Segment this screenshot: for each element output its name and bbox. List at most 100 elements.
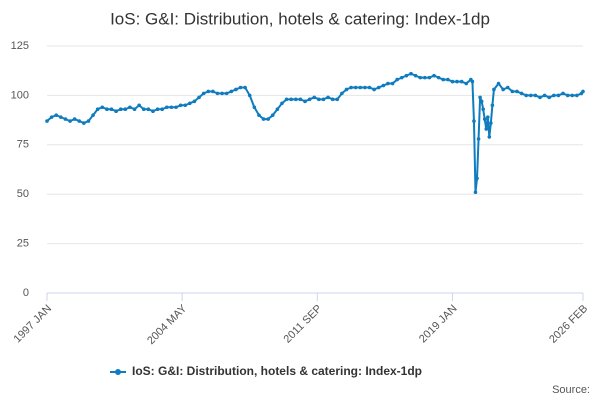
point — [86, 119, 91, 123]
point — [141, 107, 146, 112]
chart-title: IoS: G&I: Distribution, hotels & caterin… — [110, 9, 490, 28]
point — [552, 93, 556, 98]
point — [464, 81, 469, 86]
point — [151, 109, 155, 114]
point — [146, 107, 151, 112]
x-tick-label: 2019 JAN — [417, 303, 460, 346]
x-tick-label: 2026 FEB — [547, 303, 590, 346]
point — [358, 85, 363, 90]
point — [482, 117, 487, 121]
line — [46, 72, 584, 193]
point — [270, 113, 275, 117]
x-tick-label: 2011 SEP — [282, 303, 325, 346]
point — [492, 87, 496, 92]
point — [427, 75, 432, 80]
y-tick-label: 75 — [17, 139, 29, 151]
point — [538, 95, 542, 100]
point — [321, 97, 326, 102]
point — [418, 75, 423, 80]
point — [100, 105, 105, 110]
point — [459, 79, 464, 84]
y-tick-label: 50 — [17, 188, 29, 200]
legend-label: IoS: G&I: Distribution, hotels & caterin… — [132, 364, 422, 378]
point — [220, 91, 224, 96]
point — [432, 73, 436, 78]
point — [353, 85, 358, 90]
point — [298, 97, 303, 102]
point — [243, 85, 247, 90]
point — [132, 107, 137, 112]
point — [510, 89, 515, 94]
point — [178, 103, 183, 108]
point — [528, 93, 533, 98]
point — [481, 107, 485, 112]
point — [395, 77, 399, 82]
point — [280, 101, 284, 106]
point — [450, 79, 455, 84]
point — [340, 91, 344, 96]
source: Source: — [552, 384, 590, 396]
point — [473, 190, 478, 195]
legend-marker — [115, 369, 121, 375]
point — [575, 93, 579, 98]
point — [472, 119, 476, 123]
point — [206, 89, 211, 94]
point — [376, 85, 381, 90]
point — [556, 93, 561, 98]
point — [164, 105, 169, 110]
point — [542, 93, 547, 98]
point — [484, 127, 489, 131]
point — [183, 103, 188, 108]
y-tick-label: 125 — [11, 40, 29, 52]
point — [275, 107, 280, 112]
point — [215, 91, 220, 96]
point — [266, 117, 270, 121]
point — [234, 87, 238, 92]
point — [312, 95, 317, 100]
point — [91, 113, 95, 117]
point — [294, 97, 298, 102]
y-tick-label: 0 — [23, 287, 29, 299]
point — [289, 97, 293, 102]
point — [446, 77, 450, 82]
point — [515, 89, 519, 94]
point — [479, 99, 484, 104]
point — [114, 109, 118, 114]
point — [238, 85, 243, 90]
point — [77, 119, 82, 123]
point — [470, 79, 475, 84]
point — [155, 107, 160, 112]
x-tick-label: 1997 JAN — [12, 303, 55, 346]
point — [409, 71, 413, 76]
point — [95, 107, 100, 112]
point — [490, 103, 495, 108]
point — [363, 85, 367, 90]
point — [63, 117, 68, 121]
point — [485, 115, 490, 119]
point — [436, 75, 441, 80]
point — [475, 176, 479, 181]
point — [303, 99, 307, 104]
point — [501, 87, 505, 92]
point — [82, 121, 86, 125]
point — [413, 73, 418, 78]
point — [478, 95, 482, 100]
point — [72, 117, 77, 121]
point — [570, 93, 575, 98]
point — [496, 81, 501, 86]
point — [505, 85, 510, 90]
point — [137, 103, 141, 108]
point — [128, 105, 132, 110]
point — [317, 97, 321, 102]
point — [489, 121, 493, 125]
point — [441, 77, 446, 82]
point — [284, 97, 289, 102]
point — [565, 93, 570, 98]
point — [561, 91, 565, 96]
point — [105, 107, 109, 112]
point — [390, 81, 395, 86]
x-tick-label: 2004 MAY — [145, 302, 190, 347]
point — [533, 93, 538, 98]
point — [160, 107, 164, 112]
